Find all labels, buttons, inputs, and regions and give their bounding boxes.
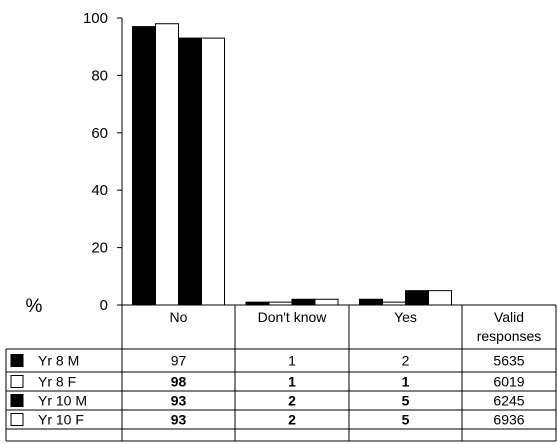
bar <box>155 23 179 306</box>
data-label: 93 <box>171 412 187 428</box>
data-label: 1 <box>288 353 296 369</box>
data-label: 93 <box>171 393 187 409</box>
y-tick-label: 100 <box>83 10 108 27</box>
legend-label: Yr 10 F <box>38 412 84 428</box>
y-axis-label: % <box>26 296 43 317</box>
y-tick-label: 0 <box>100 297 108 314</box>
legend-label: Yr 8 F <box>38 374 76 390</box>
valid-responses-value: 5635 <box>493 353 524 369</box>
legend-swatch <box>10 413 24 426</box>
y-tick-label: 40 <box>91 182 108 199</box>
data-label: 98 <box>171 374 187 390</box>
data-label: 2 <box>288 412 296 428</box>
legend-swatch <box>10 375 24 388</box>
bar <box>359 298 383 306</box>
bar <box>132 26 156 306</box>
data-label: 2 <box>288 393 296 409</box>
valid-responses-value: 6019 <box>493 374 524 390</box>
valid-responses-value: 6936 <box>493 412 524 428</box>
data-table: No Don't know Yes Valid responses Yr 8 M 97 1 2 5… <box>5 304 557 442</box>
data-label: 97 <box>171 353 187 369</box>
legend-label: Yr 10 M <box>38 393 87 409</box>
y-tick-label: 20 <box>91 240 108 257</box>
x-tick-label: No <box>170 309 188 325</box>
data-label: 2 <box>402 353 410 369</box>
x-tick-label: Yes <box>394 309 417 325</box>
legend-swatch <box>10 354 24 367</box>
valid-responses-header: responses <box>477 328 542 344</box>
bars <box>132 23 452 306</box>
data-label: 5 <box>402 412 410 428</box>
bar <box>314 298 339 306</box>
bar <box>405 290 429 306</box>
bar <box>178 37 202 306</box>
data-label: 5 <box>402 393 410 409</box>
y-axis: 0 20 40 60 80 100% <box>26 10 123 317</box>
valid-responses-value: 6245 <box>493 393 524 409</box>
valid-responses-header: Valid <box>494 309 524 325</box>
y-tick-label: 80 <box>91 67 108 84</box>
data-label: 1 <box>288 374 296 390</box>
bar <box>291 298 316 306</box>
data-label: 1 <box>402 374 410 390</box>
bar <box>201 37 225 306</box>
bar <box>428 290 452 306</box>
legend-swatch <box>10 394 24 407</box>
y-tick-label: 60 <box>91 125 108 142</box>
legend-label: Yr 8 M <box>38 353 79 369</box>
x-tick-label: Don't know <box>258 309 328 325</box>
